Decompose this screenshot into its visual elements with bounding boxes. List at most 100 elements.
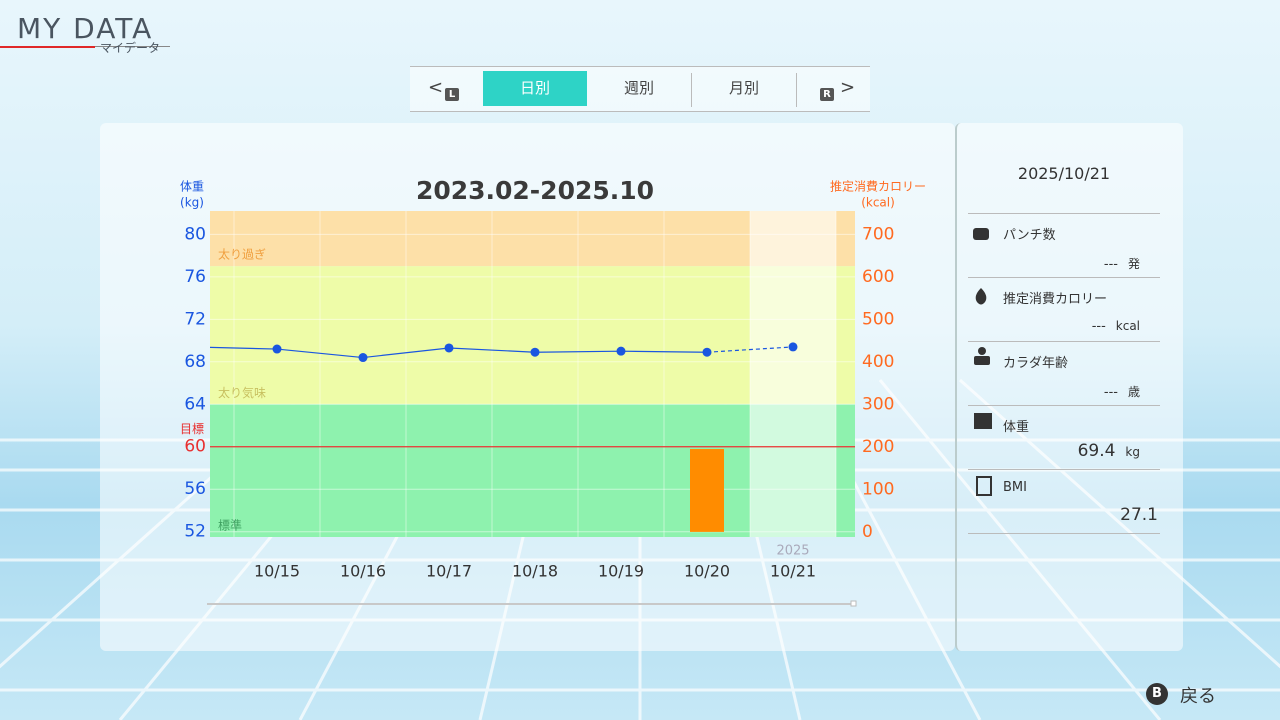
zone-label: 太り気味 xyxy=(218,385,266,400)
x-tick-label: 10/15 xyxy=(254,562,300,581)
x-tick-label: 10/17 xyxy=(426,562,472,581)
punch-icon xyxy=(973,228,989,240)
separator xyxy=(968,277,1160,278)
stat-label: パンチ数 xyxy=(1003,228,1056,243)
separator xyxy=(968,405,1160,406)
calorie-bar xyxy=(690,449,724,532)
stat-label: カラダ年齢 xyxy=(1003,356,1069,371)
stat-value-row: 69.4 kg xyxy=(968,441,1140,461)
weight-point xyxy=(187,342,196,351)
zone xyxy=(210,211,855,267)
title-underline xyxy=(0,46,95,48)
y2-axis-title: 推定消費カロリー xyxy=(830,179,926,194)
stat-value: --- xyxy=(1091,319,1106,334)
separator xyxy=(968,213,1160,214)
key-l: L xyxy=(445,88,459,101)
stat-unit: kg xyxy=(1125,445,1140,459)
y-tick-label: 52 xyxy=(184,522,206,542)
key-r: R xyxy=(820,88,834,101)
side-card xyxy=(955,123,1183,651)
back-label[interactable]: 戻る xyxy=(1180,686,1216,707)
prev-button[interactable]: L xyxy=(445,82,459,101)
weight-point xyxy=(702,347,712,357)
weight-point xyxy=(358,353,368,363)
tab[interactable]: 週別 xyxy=(623,79,654,97)
x-tick-label: 10/21 xyxy=(770,562,816,581)
zone xyxy=(210,266,855,405)
y2-tick-label: 100 xyxy=(862,479,894,499)
title-underline xyxy=(95,46,170,47)
title: MY DATA xyxy=(17,12,154,45)
x-tick-label: 10/18 xyxy=(512,562,558,581)
y2-tick-label: 600 xyxy=(862,267,894,287)
zone-label: 太り過ぎ xyxy=(218,247,266,262)
separator xyxy=(968,469,1160,470)
stat-label: 体重 xyxy=(1003,420,1030,435)
x-tick-label: 10/20 xyxy=(684,562,730,581)
next-button[interactable]: R xyxy=(820,82,834,101)
body-icon xyxy=(974,356,990,365)
y-tick-label: 80 xyxy=(184,224,206,244)
next-arrow[interactable]: > xyxy=(840,77,856,98)
stat-value: --- xyxy=(1103,385,1118,400)
x-tick-label: 10/19 xyxy=(598,562,644,581)
weight-point xyxy=(272,344,282,354)
b-button[interactable]: B xyxy=(1146,683,1168,705)
stat-value-row: 27.1 xyxy=(968,505,1158,525)
subtitle: マイデータ xyxy=(100,41,161,55)
y2-tick-label: 200 xyxy=(862,437,894,457)
scale-icon xyxy=(974,413,992,429)
calorie-icon xyxy=(975,288,987,305)
y2-tick-label: 300 xyxy=(862,394,894,414)
y2-tick-label: 700 xyxy=(862,224,894,244)
plot xyxy=(187,211,855,537)
tab[interactable]: 月別 xyxy=(728,79,759,97)
y-axis-title: (kg) xyxy=(180,196,204,210)
weight-point xyxy=(616,346,626,356)
projected-line xyxy=(706,346,794,353)
stat-label: 推定消費カロリー xyxy=(1003,292,1108,307)
y-tick-label: 68 xyxy=(184,352,206,372)
stat-value: 27.1 xyxy=(1120,505,1158,525)
y2-tick-label: 0 xyxy=(862,522,873,542)
y2-tick-label: 500 xyxy=(862,309,894,329)
divider xyxy=(691,73,692,107)
y-tick-label: 56 xyxy=(184,479,206,499)
y-tick-label: 64 xyxy=(184,394,206,414)
stat-value: --- xyxy=(1103,257,1118,272)
scroll-thumb[interactable] xyxy=(850,600,857,607)
selected-date: 2025/10/21 xyxy=(1017,164,1111,183)
weight-point xyxy=(444,343,454,353)
side-icons xyxy=(973,228,992,496)
stat-value: 69.4 xyxy=(1077,441,1116,461)
zone xyxy=(210,404,855,537)
y-axis-title: 体重 xyxy=(180,180,204,194)
stat-label: BMI xyxy=(1003,480,1027,495)
zone-label: 標準 xyxy=(218,518,242,533)
separator xyxy=(968,533,1160,534)
separator xyxy=(968,341,1160,342)
stat-value-row: --- 歳 xyxy=(968,383,1140,400)
weight-point xyxy=(788,342,798,352)
stat-value-row: --- 発 xyxy=(968,255,1140,272)
chart-title: 2023.02-2025.10 xyxy=(416,176,654,205)
stat-unit: 発 xyxy=(1127,257,1140,271)
y-tick-label: 72 xyxy=(184,309,206,329)
y-tick-label: 76 xyxy=(184,267,206,287)
weight-point xyxy=(530,347,540,357)
x-tick-label: 10/16 xyxy=(340,562,386,581)
year-label: 2025 xyxy=(776,544,809,559)
body-icon xyxy=(978,347,986,355)
stat-value-row: --- kcal xyxy=(968,319,1140,334)
bmi-icon xyxy=(976,476,992,496)
divider xyxy=(796,73,797,107)
today-column xyxy=(750,211,836,537)
y2-axis-title: (kcal) xyxy=(861,196,895,210)
prev-arrow[interactable]: < xyxy=(428,77,444,98)
y2-tick-label: 400 xyxy=(862,352,894,372)
tab[interactable]: 日別 xyxy=(483,71,587,106)
stat-unit: kcal xyxy=(1115,319,1140,333)
stat-unit: 歳 xyxy=(1127,385,1140,399)
